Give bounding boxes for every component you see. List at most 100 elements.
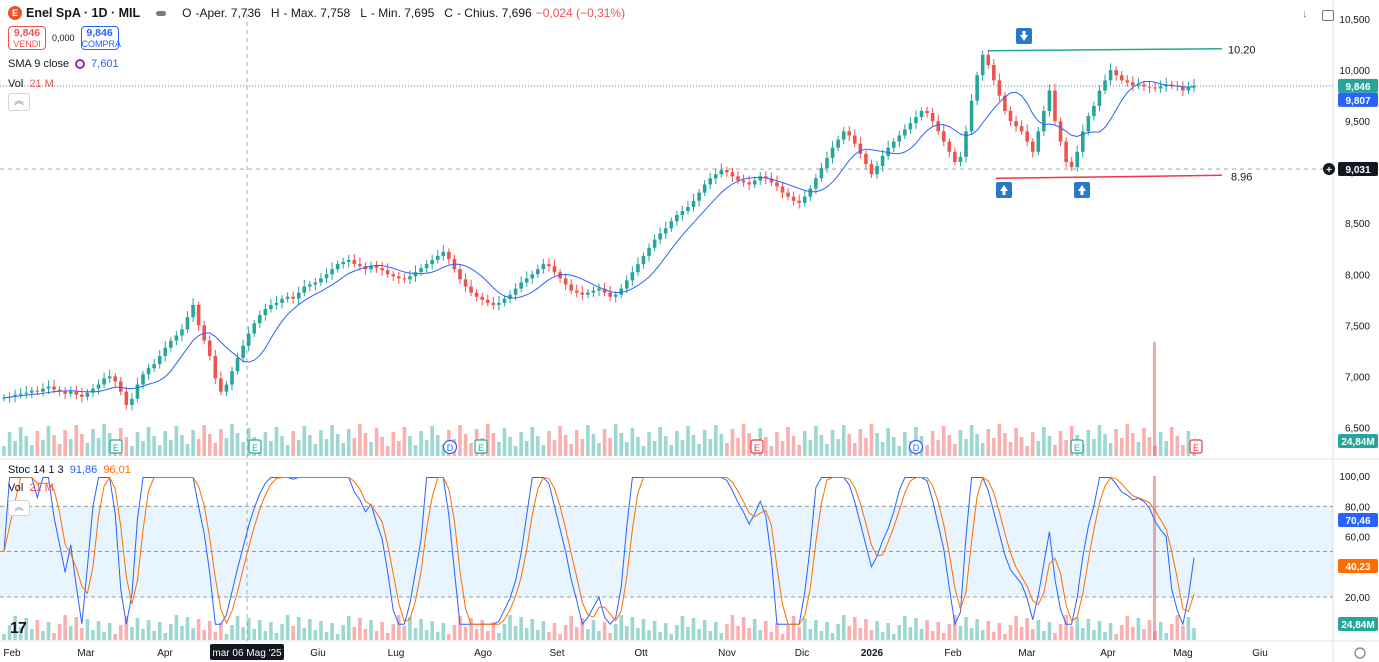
earnings-marker-icon[interactable]: [750, 439, 764, 454]
volume-legend[interactable]: Vol 21 M: [8, 78, 54, 90]
volume-bar-lower: [1181, 626, 1185, 640]
candle-body: [563, 278, 568, 285]
candle-body: [196, 304, 201, 326]
volume-bar: [1030, 432, 1035, 456]
candle-body: [252, 323, 257, 334]
volume-bar: [1147, 437, 1152, 456]
buy-button[interactable]: 9,846 COMPRA: [80, 26, 122, 50]
candle-body: [324, 274, 329, 279]
earnings-marker-icon[interactable]: [1070, 439, 1084, 454]
volume-bar-lower: [969, 628, 974, 640]
settings-icon[interactable]: [75, 59, 86, 69]
candle-body: [524, 278, 529, 283]
earnings-marker-icon[interactable]: [1189, 439, 1203, 454]
tradingview-logo-icon[interactable]: 17: [10, 620, 27, 637]
candle-body: [1153, 87, 1157, 89]
candle-body: [519, 282, 523, 289]
volume-bar-lower: [608, 633, 612, 640]
fullscreen-icon[interactable]: [1322, 10, 1334, 21]
volume-bar-lower: [764, 621, 768, 640]
volume-bar-lower: [113, 634, 118, 640]
scroll-down-icon[interactable]: ↓: [1302, 8, 1308, 20]
volume-bar-lower: [235, 616, 240, 640]
support-line[interactable]: [995, 174, 1223, 180]
candle-body: [786, 192, 790, 197]
candle-body: [46, 386, 51, 389]
candle-body: [380, 268, 384, 271]
volume-bar: [519, 432, 523, 456]
volume-bar: [2, 446, 6, 456]
axis-settings-icon[interactable]: [1354, 647, 1366, 659]
candle-body: [986, 54, 991, 66]
price-tag-text: 9,846: [1345, 82, 1370, 93]
volume-bar: [302, 426, 307, 456]
volume-bar-lower: [30, 629, 34, 640]
volume-bar: [358, 424, 362, 456]
stoch-tick: 100,00: [1339, 472, 1370, 483]
candle-body: [424, 264, 429, 269]
candle-body: [636, 264, 640, 273]
low-label: L: [360, 6, 367, 20]
candle-body: [702, 184, 707, 193]
volume-bar-lower: [825, 622, 829, 640]
earnings-marker-icon[interactable]: [109, 439, 123, 454]
candle-body: [591, 290, 596, 293]
candle-body: [430, 259, 434, 265]
volume-bar-lower: [797, 627, 801, 640]
volume-bar-lower: [1186, 617, 1191, 640]
resistance-label: 10.20: [1228, 45, 1256, 57]
collapse-legend-button-2[interactable]: ︽: [8, 500, 30, 516]
volume-bar-lower: [719, 633, 724, 640]
volume-bar-lower: [35, 620, 40, 640]
candle-body: [880, 155, 885, 167]
volume-bar: [992, 438, 996, 456]
volume-bar: [524, 441, 529, 456]
volume-bar: [891, 437, 896, 456]
candle-body: [802, 196, 807, 203]
volume-bar: [680, 440, 685, 456]
price-tick: 10,000: [1339, 66, 1370, 77]
volume-bar-lower: [219, 623, 223, 640]
volume-bar-lower: [808, 629, 813, 640]
sma-legend[interactable]: SMA 9 close 7,601: [8, 58, 119, 70]
volume-bar: [102, 424, 106, 456]
resistance-line[interactable]: [987, 47, 1223, 52]
candle-body: [1103, 80, 1107, 91]
symbol-title[interactable]: Enel SpA · 1D · MIL: [26, 6, 141, 20]
candle-body: [1058, 121, 1063, 142]
volume-bar: [530, 427, 535, 456]
collapse-legend-button[interactable]: ︽: [8, 93, 30, 111]
sma-line: [3, 80, 1195, 399]
earnings-marker-icon[interactable]: [248, 439, 262, 454]
volume-bar: [558, 426, 562, 456]
stoch-legend[interactable]: Stoc 14 1 3 91,86 96,01: [8, 464, 131, 476]
crosshair-date-tag: [210, 644, 284, 660]
add-alert-icon[interactable]: [1323, 163, 1335, 176]
stoch-tag-text: 40,23: [1345, 562, 1370, 573]
volume-bar: [513, 446, 518, 456]
volume-bar-lower: [1164, 633, 1168, 640]
volume-bar-lower: [908, 627, 913, 640]
volume-bar-lower: [647, 630, 651, 640]
candle-body: [1192, 85, 1196, 88]
volume-bar-lower: [747, 628, 751, 640]
dividend-marker-icon[interactable]: [442, 439, 458, 455]
volume-legend-2[interactable]: Vol 21 M: [8, 482, 54, 494]
candle-body: [230, 371, 234, 385]
volume-bar: [925, 445, 929, 456]
candle-body: [85, 392, 90, 397]
volume-bar-lower: [385, 633, 390, 640]
volume-bar-lower: [435, 632, 440, 640]
close-label: C: [444, 6, 453, 20]
volume-bar-lower: [519, 617, 523, 640]
stoch-label: Stoc 14 1 3: [8, 464, 64, 476]
volume-bar: [1175, 436, 1180, 456]
earnings-marker-icon[interactable]: [474, 439, 488, 454]
volume-bar: [91, 429, 95, 456]
volume-bar-lower: [57, 624, 62, 640]
candle-body: [113, 376, 118, 382]
volume-bar: [135, 432, 140, 456]
sell-button[interactable]: 9,846 VENDI: [8, 26, 46, 50]
dividend-marker-icon[interactable]: [908, 439, 924, 455]
